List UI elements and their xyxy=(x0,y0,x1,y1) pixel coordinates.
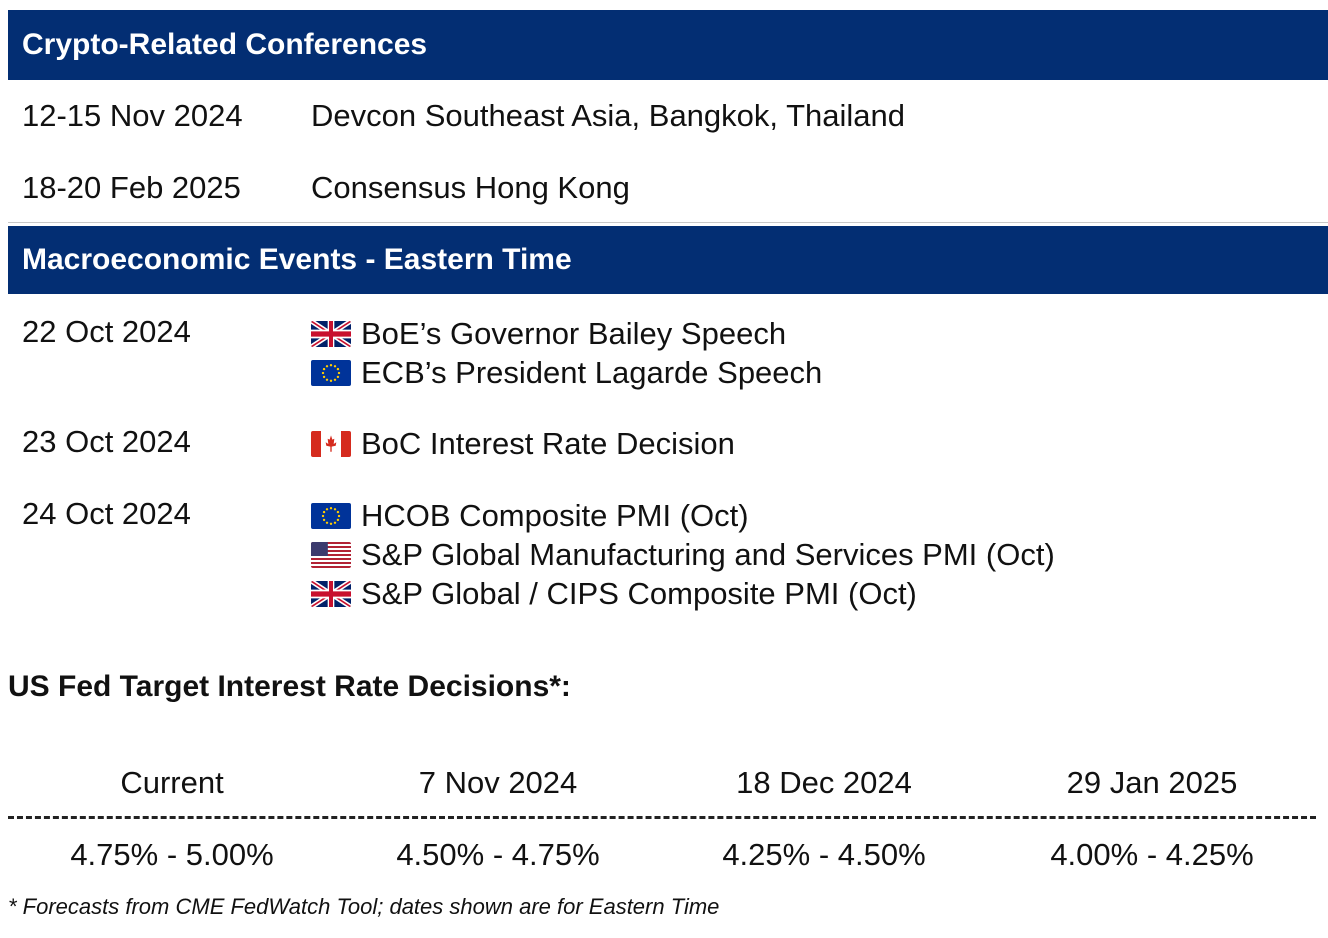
macro-event: HCOB Composite PMI (Oct) xyxy=(311,496,1055,535)
macro-event-list: BoE’s Governor Bailey Speech ECB’s Presi… xyxy=(311,314,822,392)
crypto-row: 12-15 Nov 2024 Devcon Southeast Asia, Ba… xyxy=(8,98,1328,138)
macro-event-list: HCOB Composite PMI (Oct) S&P Global Manu… xyxy=(311,496,1055,613)
crypto-row-event: Devcon Southeast Asia, Bangkok, Thailand xyxy=(311,98,905,133)
canada-flag-icon xyxy=(311,430,351,457)
fed-rate-value: 4.00% - 4.25% xyxy=(1050,837,1254,872)
macro-event-text: BoC Interest Rate Decision xyxy=(361,425,735,461)
eu-flag-icon xyxy=(311,502,351,529)
fed-divider xyxy=(8,816,1316,819)
crypto-header-title: Crypto-Related Conferences xyxy=(22,28,428,61)
fed-column-label: 29 Jan 2025 xyxy=(1066,765,1238,800)
macro-event-text: S&P Global Manufacturing and Services PM… xyxy=(361,536,1055,572)
crypto-row-date: 18-20 Feb 2025 xyxy=(22,170,241,205)
footnote: * Forecasts from CME FedWatch Tool; date… xyxy=(8,894,720,919)
macro-event-text: BoE’s Governor Bailey Speech xyxy=(361,315,787,351)
macro-event-text: ECB’s President Lagarde Speech xyxy=(361,354,823,390)
macro-event-date: 23 Oct 2024 xyxy=(22,424,191,459)
macro-event-date: 22 Oct 2024 xyxy=(22,314,191,349)
fed-section-title: US Fed Target Interest Rate Decisions*: xyxy=(8,670,571,703)
macro-event: BoC Interest Rate Decision xyxy=(311,424,735,463)
macro-event-list: BoC Interest Rate Decision xyxy=(311,424,735,463)
crypto-section-header: Crypto-Related Conferences xyxy=(8,10,1328,80)
fed-rate-value: 4.75% - 5.00% xyxy=(70,837,274,872)
uk-flag-icon xyxy=(311,580,351,607)
fed-column-label: 18 Dec 2024 xyxy=(736,765,912,800)
macro-section-header: Macroeconomic Events - Eastern Time xyxy=(8,226,1328,294)
macro-header-title: Macroeconomic Events - Eastern Time xyxy=(22,243,572,276)
fed-column-label: 7 Nov 2024 xyxy=(418,765,578,800)
macro-event-date: 24 Oct 2024 xyxy=(22,496,191,531)
crypto-row-date: 12-15 Nov 2024 xyxy=(22,98,243,133)
macro-event: ECB’s President Lagarde Speech xyxy=(311,353,822,392)
section-divider xyxy=(8,222,1328,223)
macro-event-text: S&P Global / CIPS Composite PMI (Oct) xyxy=(361,575,917,611)
fed-rate-value: 4.25% - 4.50% xyxy=(722,837,926,872)
crypto-row-event: Consensus Hong Kong xyxy=(311,170,630,205)
macro-event-text: HCOB Composite PMI (Oct) xyxy=(361,497,749,533)
crypto-row: 18-20 Feb 2025 Consensus Hong Kong xyxy=(8,170,1328,210)
eu-flag-icon xyxy=(311,359,351,386)
macro-event: S&P Global / CIPS Composite PMI (Oct) xyxy=(311,574,1055,613)
us-flag-icon xyxy=(311,541,351,568)
macro-event: S&P Global Manufacturing and Services PM… xyxy=(311,535,1055,574)
fed-rate-value: 4.50% - 4.75% xyxy=(396,837,600,872)
fed-column-label: Current xyxy=(120,765,224,800)
macro-event: BoE’s Governor Bailey Speech xyxy=(311,314,822,353)
macro-event-group: 22 Oct 2024 BoE’s Governor Bailey Speech xyxy=(8,314,1328,394)
uk-flag-icon xyxy=(311,320,351,347)
macro-event-group: 23 Oct 2024 BoC Interest Rate Decision xyxy=(8,424,1328,464)
macro-event-group: 24 Oct 2024 HCOB Composite PMI (Oct) xyxy=(8,496,1328,616)
